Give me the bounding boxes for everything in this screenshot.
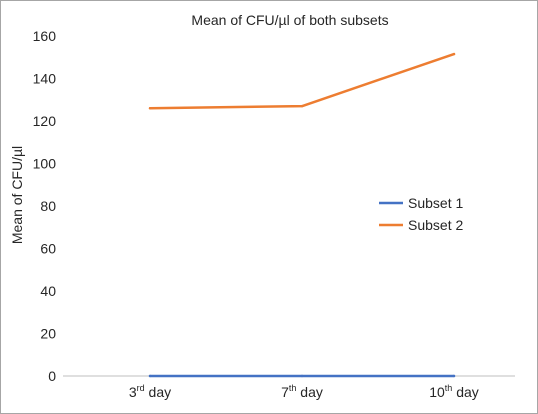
x-tick-base: 10 <box>429 384 445 400</box>
x-tick-superscript: rd <box>137 383 145 393</box>
data-point <box>300 374 304 378</box>
x-tick-rest: day <box>296 384 322 400</box>
x-tick-superscript: th <box>445 383 453 393</box>
y-tick-label: 0 <box>48 368 56 384</box>
data-point <box>452 52 456 56</box>
y-tick-label: 140 <box>33 71 57 87</box>
legend-label: Subset 2 <box>408 217 463 233</box>
y-tick-label: 160 <box>33 28 57 44</box>
y-tick-label: 120 <box>33 113 57 129</box>
x-tick-base: 3 <box>129 384 137 400</box>
data-point <box>148 107 152 110</box>
y-tick-label: 20 <box>40 326 56 342</box>
x-tick-superscript: th <box>289 383 297 393</box>
legend-label: Subset 1 <box>408 195 463 211</box>
y-axis: 0 20 40 60 80 100 120 140 160 <box>33 28 57 384</box>
x-tick-label: 3rd day <box>129 383 171 400</box>
y-tick-label: 40 <box>40 283 56 299</box>
plot-area <box>148 52 456 378</box>
y-tick-label: 100 <box>33 156 57 172</box>
data-point <box>452 374 456 378</box>
x-tick-rest: day <box>452 384 478 400</box>
y-axis-label: Mean of CFU/µl <box>9 146 25 244</box>
y-tick-label: 80 <box>40 198 56 214</box>
x-tick-label: 10th day <box>429 383 479 400</box>
x-tick-label: 7th day <box>281 383 323 400</box>
y-tick-label: 60 <box>40 241 56 257</box>
x-tick-base: 7 <box>281 384 289 400</box>
legend: Subset 1 Subset 2 <box>379 195 463 233</box>
data-point <box>148 374 152 378</box>
series-line-2 <box>148 52 456 110</box>
x-axis: 3rd day 7th day 10th day <box>63 375 515 400</box>
chart-title: Mean of CFU/µl of both subsets <box>191 12 388 28</box>
x-tick-rest: day <box>145 384 171 400</box>
data-point <box>300 104 304 108</box>
